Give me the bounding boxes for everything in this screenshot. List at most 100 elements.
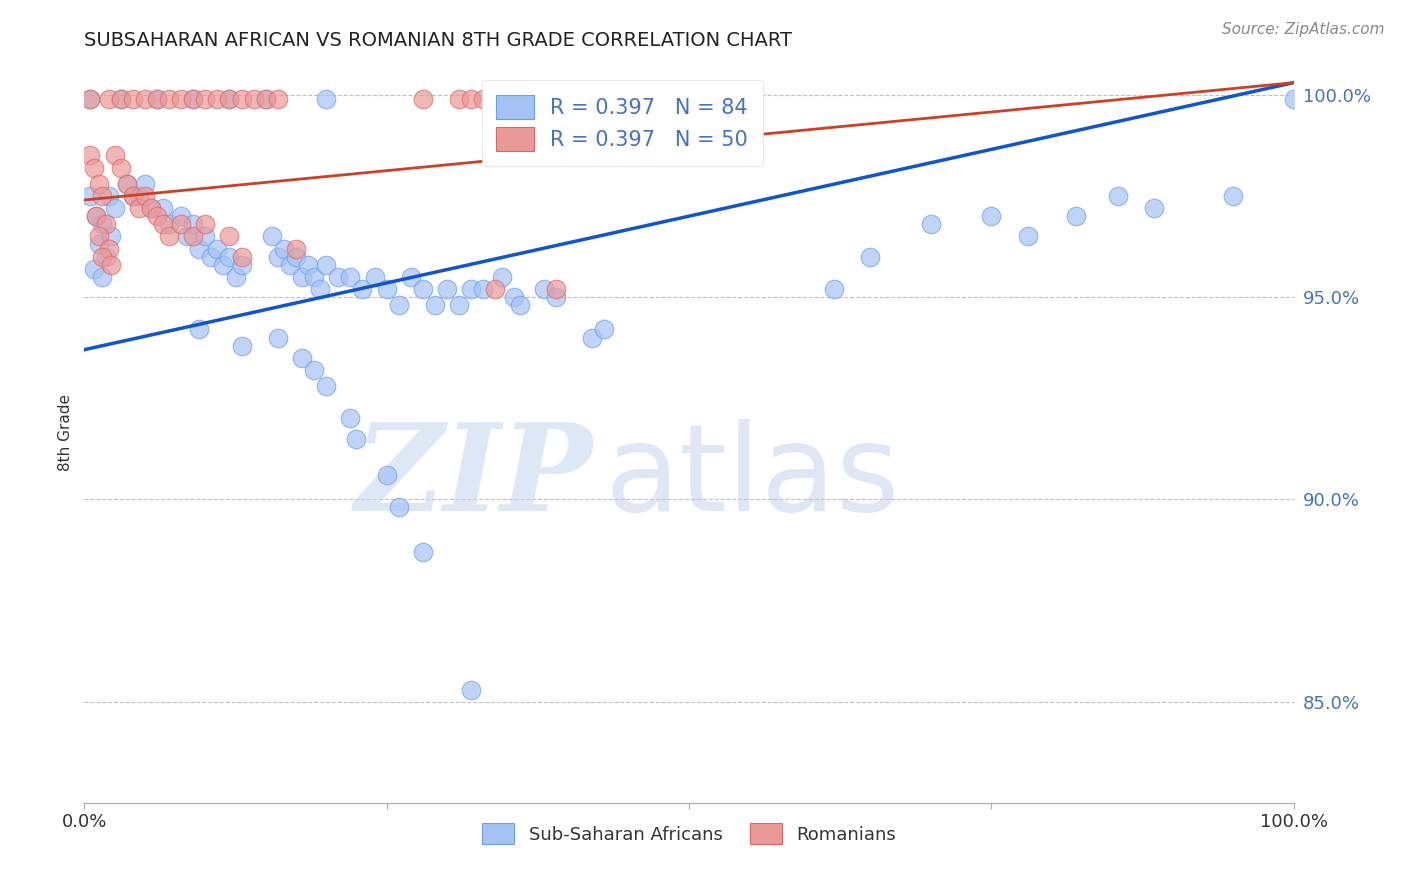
Point — [110, 92, 132, 106]
Point — [231, 92, 253, 106]
Point — [231, 338, 253, 352]
Point — [460, 682, 482, 697]
Point — [346, 432, 368, 446]
Point — [491, 269, 513, 284]
Point — [79, 92, 101, 106]
Point — [1064, 209, 1087, 223]
Point — [496, 92, 519, 106]
Point — [315, 258, 337, 272]
Point — [859, 250, 882, 264]
Point — [436, 282, 458, 296]
Point — [100, 258, 122, 272]
Point — [152, 201, 174, 215]
Point — [284, 250, 308, 264]
Point — [484, 282, 506, 296]
Point — [170, 92, 193, 106]
Point — [502, 290, 524, 304]
Point — [146, 92, 169, 106]
Point — [1282, 92, 1305, 106]
Point — [181, 229, 204, 244]
Point — [278, 258, 301, 272]
Point — [449, 92, 471, 106]
Text: SUBSAHARAN AFRICAN VS ROMANIAN 8TH GRADE CORRELATION CHART: SUBSAHARAN AFRICAN VS ROMANIAN 8TH GRADE… — [84, 30, 793, 50]
Point — [225, 269, 247, 284]
Legend: Sub-Saharan Africans, Romanians: Sub-Saharan Africans, Romanians — [472, 814, 905, 853]
Point — [97, 242, 120, 256]
Point — [823, 282, 845, 296]
Point — [115, 177, 138, 191]
Point — [218, 229, 240, 244]
Point — [134, 92, 156, 106]
Point — [231, 250, 253, 264]
Point — [339, 269, 361, 284]
Point — [231, 258, 253, 272]
Point — [412, 545, 434, 559]
Point — [91, 269, 114, 284]
Point — [104, 148, 127, 162]
Text: atlas: atlas — [605, 418, 900, 535]
Point — [212, 258, 235, 272]
Point — [194, 92, 217, 106]
Point — [188, 242, 211, 256]
Point — [399, 269, 422, 284]
Point — [254, 92, 277, 106]
Text: ZIP: ZIP — [354, 417, 592, 536]
Point — [302, 363, 325, 377]
Point — [375, 282, 398, 296]
Point — [97, 92, 120, 106]
Point — [83, 261, 105, 276]
Point — [484, 92, 506, 106]
Point — [104, 201, 127, 215]
Point — [375, 468, 398, 483]
Point — [218, 250, 240, 264]
Point — [110, 161, 132, 175]
Point — [302, 269, 325, 284]
Point — [94, 250, 117, 264]
Point — [460, 282, 482, 296]
Point — [157, 229, 180, 244]
Point — [242, 92, 264, 106]
Point — [267, 330, 290, 344]
Point — [352, 282, 374, 296]
Point — [423, 298, 446, 312]
Point — [86, 209, 108, 223]
Point — [152, 217, 174, 231]
Point — [181, 217, 204, 231]
Point — [472, 282, 495, 296]
Point — [388, 500, 411, 515]
Point — [267, 250, 290, 264]
Point — [157, 92, 180, 106]
Point — [194, 217, 217, 231]
Point — [449, 298, 471, 312]
Point — [87, 177, 110, 191]
Point — [315, 379, 337, 393]
Point — [920, 217, 942, 231]
Point — [94, 217, 117, 231]
Point — [79, 189, 101, 203]
Point — [194, 229, 217, 244]
Point — [593, 92, 616, 106]
Point — [139, 201, 162, 215]
Point — [100, 229, 122, 244]
Point — [97, 189, 120, 203]
Point — [86, 209, 108, 223]
Point — [297, 258, 319, 272]
Point — [188, 322, 211, 336]
Point — [91, 250, 114, 264]
Point — [363, 269, 385, 284]
Point — [581, 330, 603, 344]
Point — [146, 209, 169, 223]
Point — [128, 189, 150, 203]
Point — [388, 298, 411, 312]
Point — [1017, 229, 1039, 244]
Point — [484, 92, 506, 106]
Point — [472, 92, 495, 106]
Point — [79, 148, 101, 162]
Point — [87, 229, 110, 244]
Point — [980, 209, 1002, 223]
Point — [284, 242, 308, 256]
Point — [1107, 189, 1129, 203]
Point — [291, 269, 314, 284]
Point — [291, 351, 314, 365]
Point — [218, 92, 240, 106]
